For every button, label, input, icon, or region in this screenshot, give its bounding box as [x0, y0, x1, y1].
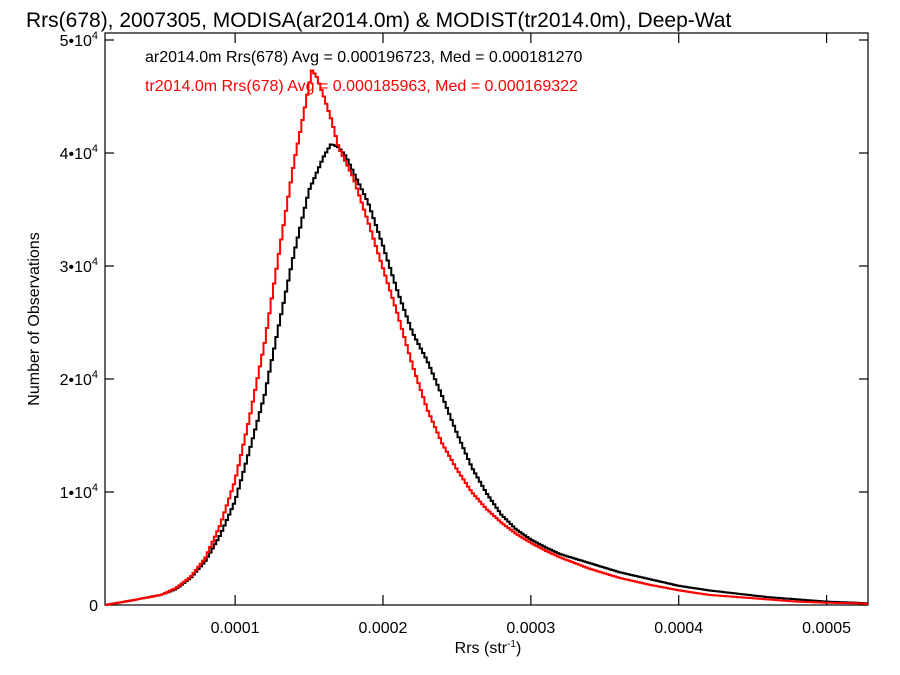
- y-tick-label: 5•104: [60, 30, 98, 50]
- legend-entry-ar2014: ar2014.0m Rrs(678) Avg = 0.000196723, Me…: [145, 49, 582, 66]
- y-tick-label-base: 5•10: [60, 33, 92, 50]
- x-axis-label-base: Rrs (str: [455, 640, 508, 657]
- y-tick-label-base: 0: [89, 598, 98, 615]
- y-tick-label: 4•104: [60, 143, 98, 163]
- plot-area-frame: [104, 32, 869, 606]
- x-tick-label: 0.0005: [802, 620, 851, 637]
- x-tick-label: 0.0002: [359, 620, 408, 637]
- x-axis-label: Rrs (str-1): [455, 639, 522, 657]
- y-tick-label: 1•104: [60, 482, 98, 502]
- x-axis-label-superscript: -1: [507, 639, 516, 650]
- x-tick-label: 0.0001: [211, 620, 260, 637]
- series-layer: [105, 69, 868, 606]
- y-tick-label-base: 4•10: [60, 146, 92, 163]
- y-axis-label: Number of Observations: [26, 232, 43, 405]
- y-tick-label: 2•104: [60, 369, 98, 389]
- series-line-ar2014: [105, 143, 868, 606]
- x-axis-label-close: ): [516, 640, 521, 657]
- y-tick-label-base: 2•10: [60, 372, 92, 389]
- y-tick-label-exponent: 4: [92, 143, 98, 155]
- chart-title: Rrs(678), 2007305, MODISA(ar2014.0m) & M…: [26, 9, 731, 32]
- x-axis-ticks: 0.0001 0.0002 0.0003 0.0004 0.0005: [211, 33, 851, 637]
- y-tick-label: 0: [89, 598, 98, 615]
- y-tick-label-exponent: 4: [92, 30, 98, 42]
- y-tick-label-base: 1•10: [60, 485, 92, 502]
- y-tick-label: 3•104: [60, 256, 98, 276]
- x-tick-label: 0.0003: [506, 620, 555, 637]
- x-tick-label: 0.0004: [654, 620, 703, 637]
- y-tick-label-base: 3•10: [60, 259, 92, 276]
- legend-entry-tr2014: tr2014.0m Rrs(678) Avg = 0.000185963, Me…: [145, 78, 578, 95]
- y-tick-label-exponent: 4: [92, 256, 98, 268]
- y-tick-label-exponent: 4: [92, 482, 98, 494]
- y-tick-label-exponent: 4: [92, 369, 98, 381]
- series-line-tr2014: [105, 69, 868, 606]
